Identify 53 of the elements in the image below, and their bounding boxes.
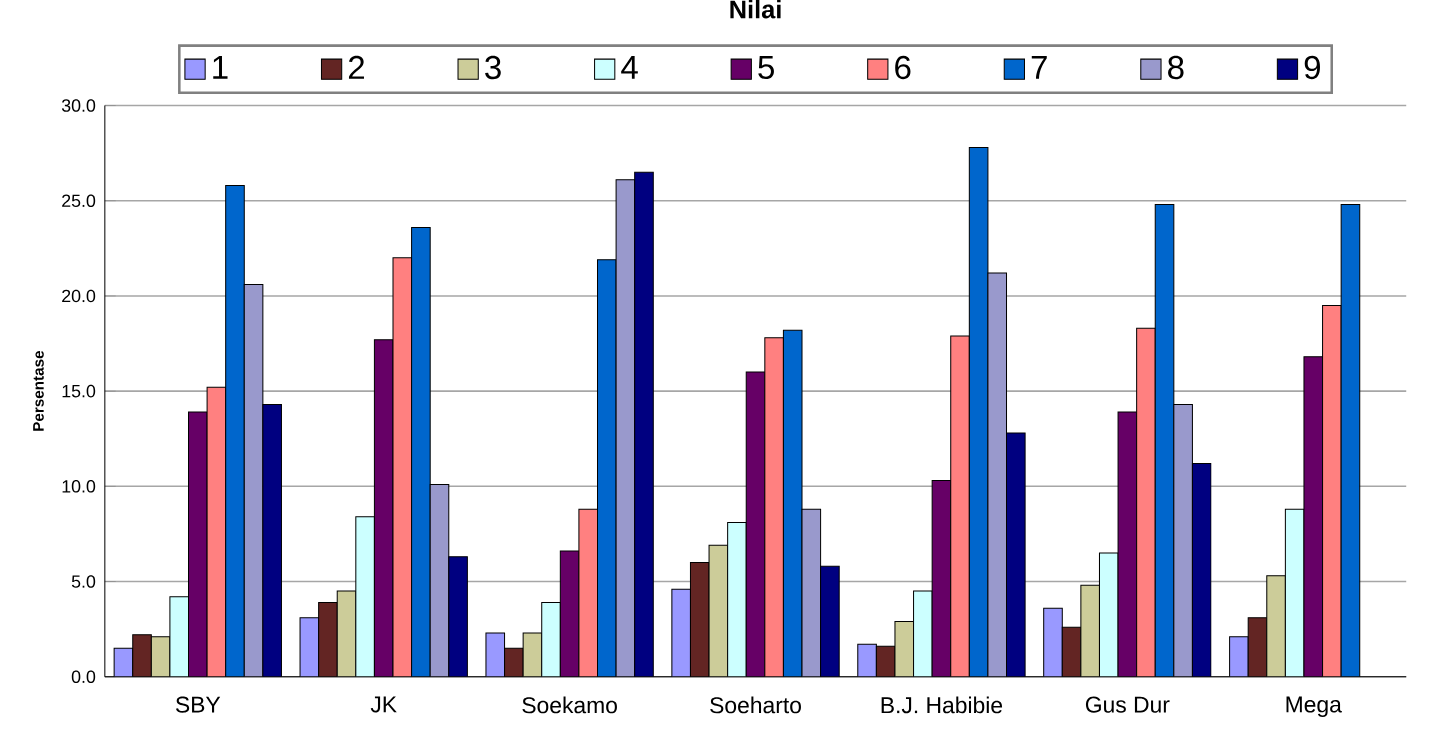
x-tick-label: Gus Dur <box>1085 696 1170 713</box>
bar <box>634 172 654 677</box>
bar <box>393 257 412 677</box>
y-tick-label: 5.0 <box>71 575 96 588</box>
bar <box>560 551 579 677</box>
bar <box>1136 328 1156 677</box>
legend-label: 8 <box>1168 55 1184 80</box>
bar <box>1322 304 1342 677</box>
legend-title: Nilai <box>730 0 781 19</box>
legend-label: 6 <box>895 55 911 80</box>
x-tick-label: SBY <box>175 696 221 713</box>
y-tick-label: 0.0 <box>71 670 96 684</box>
legend-label: 9 <box>1304 55 1320 80</box>
y-tick-label: 15.0 <box>62 384 96 398</box>
bar <box>1247 617 1268 677</box>
bar <box>1006 433 1026 677</box>
bar <box>1303 356 1324 677</box>
bar <box>764 337 784 677</box>
bar <box>1080 585 1100 677</box>
legend-label: 3 <box>485 55 501 80</box>
bar <box>578 509 598 677</box>
bar <box>262 404 282 677</box>
legend-label: 1 <box>213 56 228 79</box>
legend-label: 4 <box>621 56 638 79</box>
bar <box>337 591 356 677</box>
y-tick-label: 30.0 <box>61 99 96 112</box>
bar <box>950 335 970 677</box>
bar <box>709 545 728 677</box>
bar <box>318 602 338 677</box>
bar <box>374 339 393 677</box>
bar <box>690 562 710 677</box>
y-tick-label: 10.0 <box>62 480 96 493</box>
x-tick-label: Soeharto <box>710 696 801 714</box>
bar <box>1118 412 1137 677</box>
bar <box>188 412 208 677</box>
bar <box>207 387 226 677</box>
x-tick-label: B.J. Habibie <box>881 696 1003 714</box>
y-tick-label: 20.0 <box>62 289 96 303</box>
legend-label: 7 <box>1031 56 1047 79</box>
bar <box>1266 575 1286 677</box>
bar <box>1191 462 1212 677</box>
bar <box>820 566 840 677</box>
legend-label: 5 <box>758 56 774 80</box>
x-tick-label: Mega <box>1286 696 1342 718</box>
x-tick-label: JK <box>370 696 397 713</box>
y-tick-label: 25.0 <box>62 194 96 208</box>
y-axis-title: Persentase <box>33 351 44 431</box>
bar <box>932 480 951 677</box>
bar <box>746 372 765 677</box>
legend-label: 2 <box>348 55 364 79</box>
bar <box>448 556 468 677</box>
x-tick-label: Soekamo <box>522 696 617 714</box>
bar <box>132 634 152 677</box>
